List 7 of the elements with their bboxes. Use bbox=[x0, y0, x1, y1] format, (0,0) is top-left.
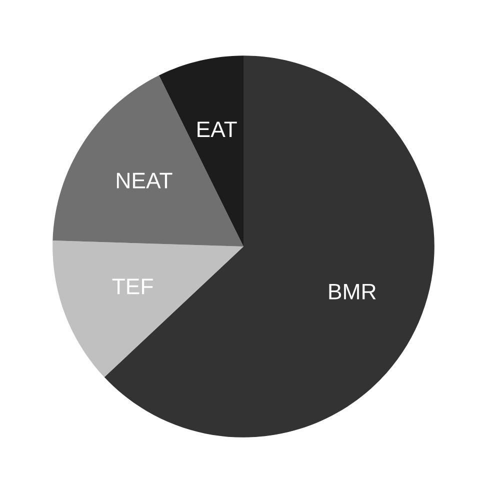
slice-label: BMR bbox=[329, 284, 376, 300]
slice-label: TEF bbox=[112, 278, 153, 294]
slice-label: EAT bbox=[198, 122, 237, 137]
slice-label: NEAT bbox=[116, 172, 172, 188]
pie-slice bbox=[52, 75, 244, 246]
pie-slice bbox=[52, 240, 244, 378]
pie-slice bbox=[104, 56, 434, 438]
